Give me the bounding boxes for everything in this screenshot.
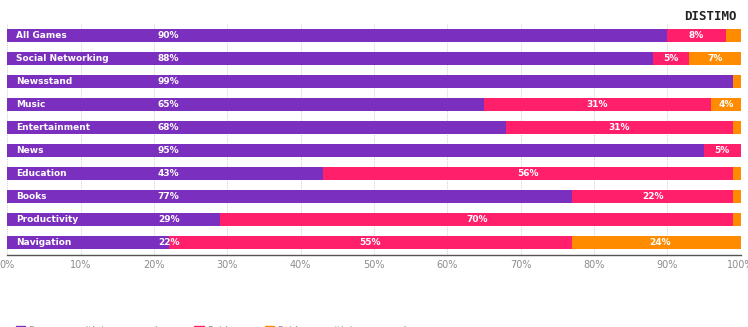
Text: 55%: 55%	[360, 238, 381, 247]
Text: 31%: 31%	[587, 100, 608, 109]
Bar	[726, 29, 741, 42]
Text: Entertainment: Entertainment	[16, 123, 91, 132]
Text: 8%: 8%	[689, 31, 704, 40]
Bar	[7, 236, 169, 249]
Text: 22%: 22%	[642, 192, 663, 201]
Bar	[7, 52, 652, 65]
Text: 5%: 5%	[663, 54, 678, 63]
Bar	[322, 167, 733, 180]
Bar	[733, 190, 741, 203]
Text: 5%: 5%	[714, 146, 730, 155]
Text: 24%: 24%	[649, 238, 671, 247]
Text: All Games: All Games	[16, 31, 67, 40]
Text: DISTIMO: DISTIMO	[684, 10, 737, 23]
Text: 4%: 4%	[718, 100, 734, 109]
Text: 99%: 99%	[158, 77, 180, 86]
Bar	[7, 190, 572, 203]
Text: News: News	[16, 146, 44, 155]
Text: Productivity: Productivity	[16, 215, 79, 224]
Bar	[220, 213, 733, 226]
Bar	[572, 236, 748, 249]
Bar	[484, 98, 711, 111]
Text: Newsstand: Newsstand	[16, 77, 73, 86]
Bar	[667, 29, 726, 42]
Bar	[652, 52, 689, 65]
Bar	[506, 121, 733, 134]
Text: 95%: 95%	[158, 146, 180, 155]
Text: 56%: 56%	[517, 169, 539, 178]
Text: 7%: 7%	[707, 54, 723, 63]
Bar	[711, 98, 741, 111]
Text: 22%: 22%	[158, 238, 180, 247]
Text: Social Networking: Social Networking	[16, 54, 109, 63]
Bar	[733, 121, 741, 134]
Bar	[7, 29, 667, 42]
Text: Navigation: Navigation	[16, 238, 72, 247]
Bar	[169, 236, 572, 249]
Bar	[689, 52, 741, 65]
Bar	[7, 167, 322, 180]
Text: 68%: 68%	[158, 123, 180, 132]
Bar	[7, 213, 220, 226]
Bar	[733, 213, 741, 226]
Bar	[704, 144, 741, 157]
Bar	[7, 121, 506, 134]
Text: Books: Books	[16, 192, 47, 201]
Bar	[7, 144, 704, 157]
Text: 65%: 65%	[158, 100, 180, 109]
Bar	[7, 98, 484, 111]
Bar	[7, 75, 733, 88]
Text: 77%: 77%	[158, 192, 180, 201]
Text: 90%: 90%	[158, 31, 180, 40]
Text: 29%: 29%	[158, 215, 180, 224]
Legend: Free apps with in-app purchases, Paid apps, Paid apps with in-app purchases: Free apps with in-app purchases, Paid ap…	[12, 322, 435, 327]
Text: 31%: 31%	[609, 123, 631, 132]
Bar	[572, 190, 733, 203]
Text: 70%: 70%	[466, 215, 488, 224]
Bar	[733, 75, 741, 88]
Bar	[733, 167, 741, 180]
Text: 88%: 88%	[158, 54, 180, 63]
Text: Music: Music	[16, 100, 46, 109]
Text: Education: Education	[16, 169, 67, 178]
Text: 43%: 43%	[158, 169, 180, 178]
